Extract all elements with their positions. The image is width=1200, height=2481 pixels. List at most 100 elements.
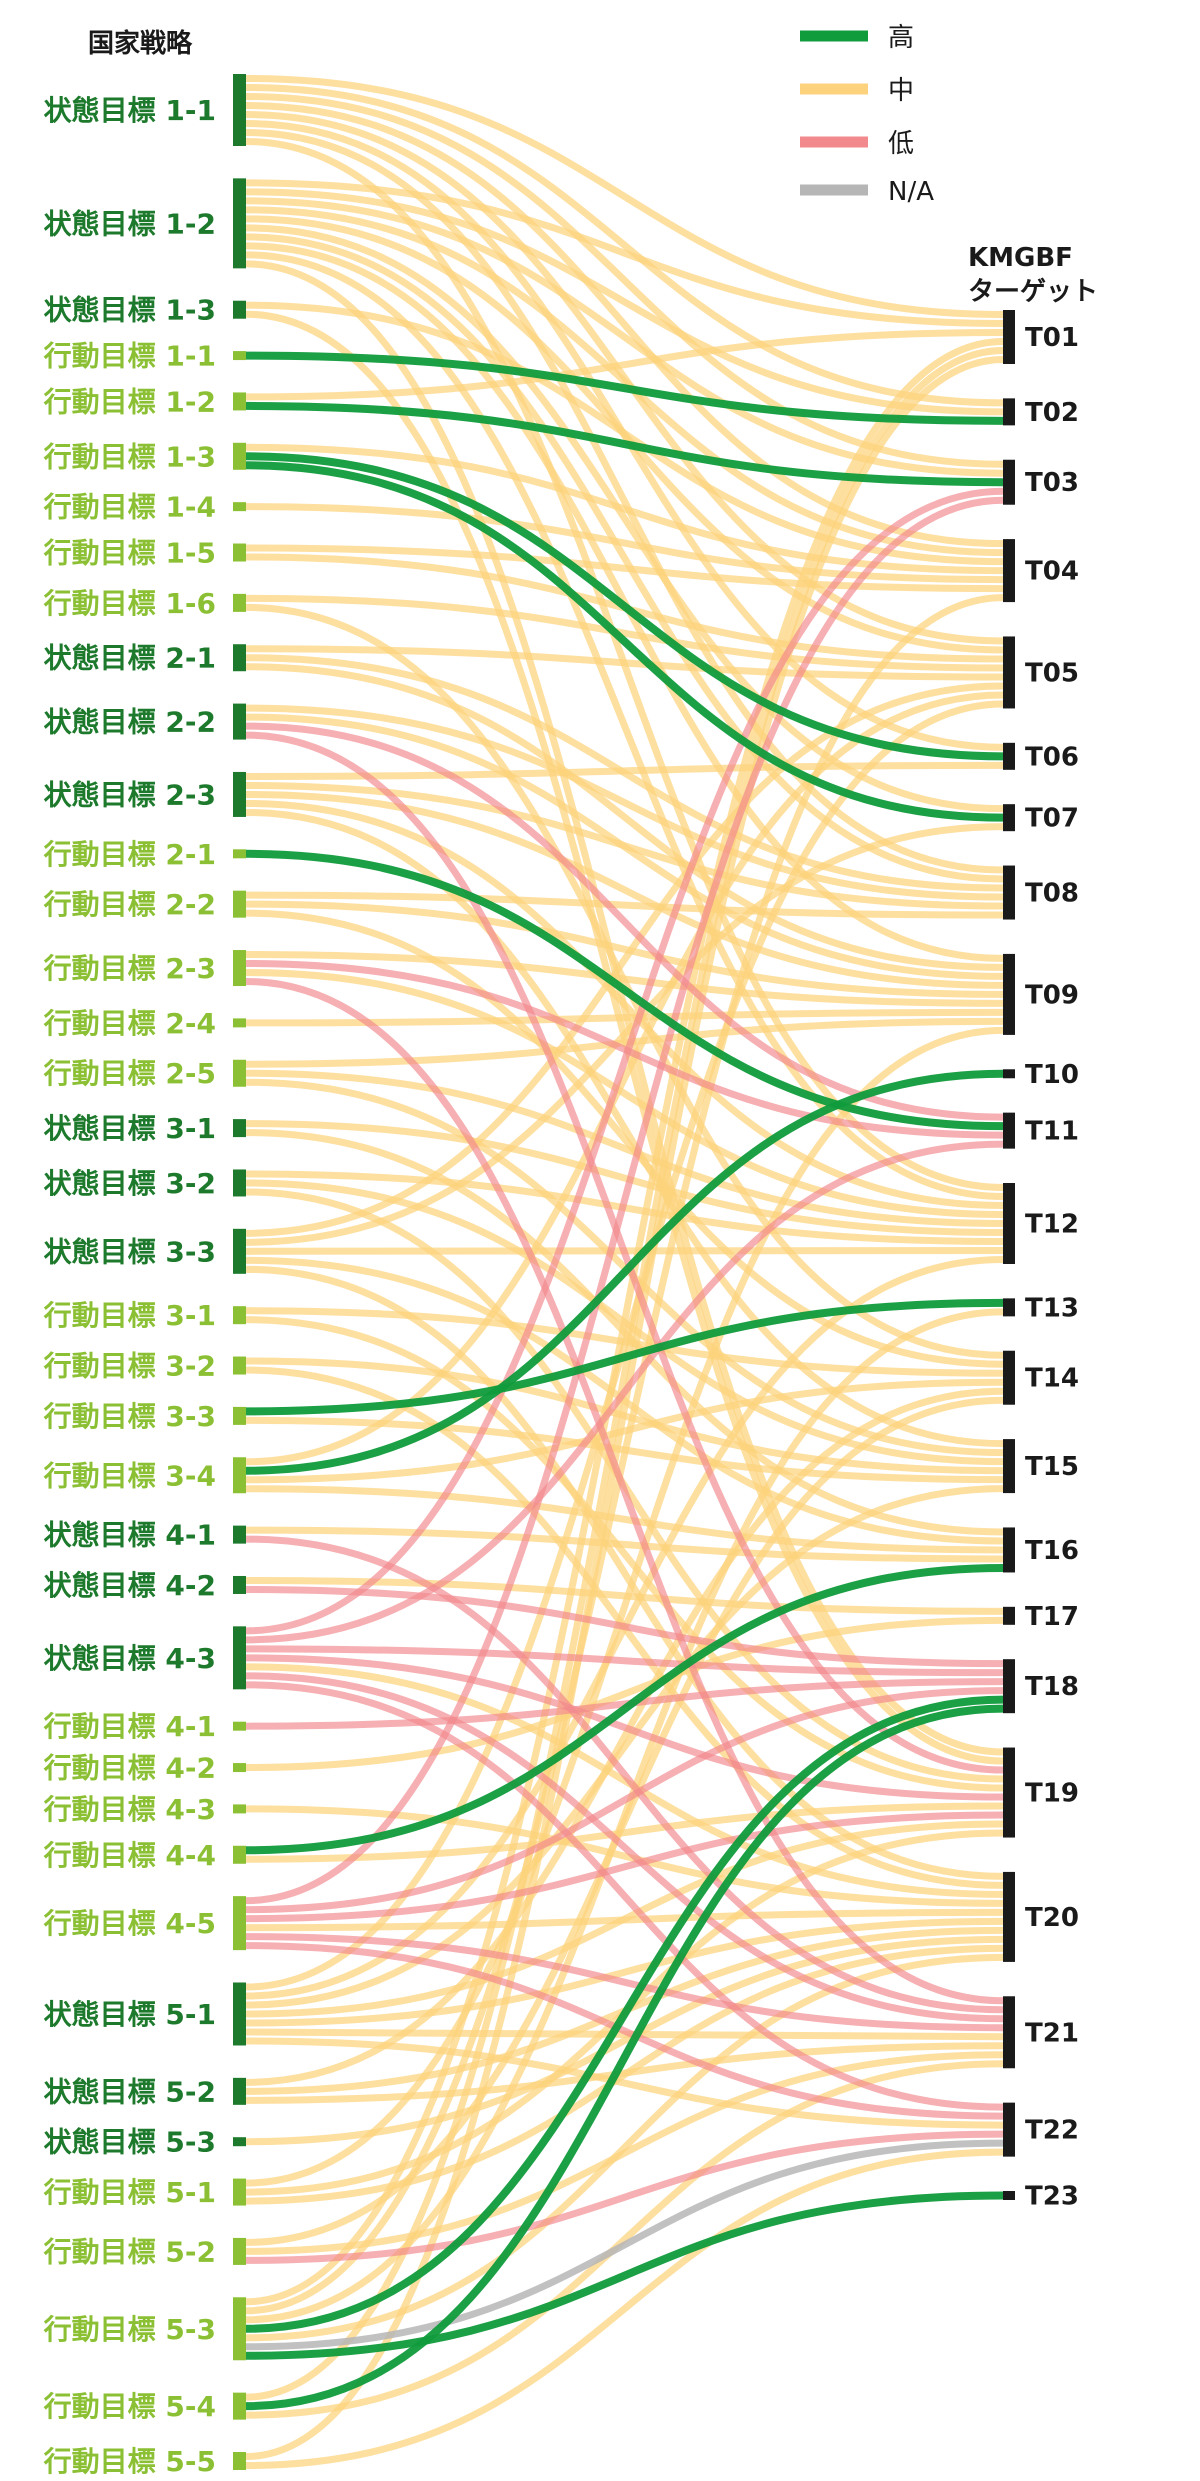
left-node-label-A2-5: 行動目標 2-5 [43,1057,216,1090]
left-node-label-A4-1: 行動目標 4-1 [43,1710,216,1743]
left-node-bar-S4-3 [233,1626,246,1690]
link-A1-3-T06-high [245,452,1004,761]
left-node-bar-A1-2 [233,392,246,411]
left-node-bar-A2-2 [233,890,246,918]
left-node-bar-S2-2 [233,703,246,740]
link-A5-3-T01-medium [245,338,1004,2306]
left-node-label-A5-1: 行動目標 5-1 [43,2176,216,2209]
left-node-bar-S3-3 [233,1228,246,1274]
link-A2-3-T09-medium [245,951,1004,1007]
left-node-label-A1-2: 行動目標 1-2 [43,385,216,418]
link-A2-1-T11-high [245,849,1004,1131]
link-S5-1-T05-medium [245,700,1004,1991]
right-node-label-T23: T23 [1025,2182,1079,2212]
left-node-bar-A3-2 [233,1356,246,1375]
left-node-bar-A1-3 [233,442,246,470]
right-node-bar-T21 [1003,1996,1015,2069]
link-A4-4-T16-high [245,1563,1004,1855]
link-S5-1-T19-medium [245,1820,1004,2018]
link-A1-3-T04-medium [245,443,1004,575]
right-node-label-T05: T05 [1025,658,1079,688]
left-node-label-A3-1: 行動目標 3-1 [43,1299,216,1332]
link-A5-3-T22-na [245,2139,1004,2351]
right-node-label-T12: T12 [1025,1210,1079,1240]
right-node-bar-T04 [1003,539,1015,603]
left-node-label-S3-3: 状態目標 3-3 [44,1235,216,1268]
right-node-label-T04: T04 [1025,557,1079,587]
left-node-label-A1-5: 行動目標 1-5 [43,537,216,570]
link-S2-1-T05-medium [245,645,1004,681]
left-node-label-A1-4: 行動目標 1-4 [43,491,216,524]
link-A3-3-T13-high [245,1298,1004,1416]
link-S4-3-T19-low [245,1654,1004,1801]
right-node-bar-T07 [1003,804,1015,832]
link-S4-3-T21-low [245,1672,1004,2023]
link-S5-1-T20-medium [245,1917,1004,2027]
link-A2-2-T14-medium [245,909,1004,1368]
left-node-label-A3-2: 行動目標 3-2 [43,1350,216,1383]
left-node-bar-S5-2 [233,2077,246,2105]
right-node-label-T21: T21 [1025,2018,1079,2048]
left-node-label-S2-2: 状態目標 2-2 [44,706,216,739]
link-A2-3-T21-low [245,978,1004,2005]
right-node-bar-T13 [1003,1298,1015,1317]
right-node-bar-T12 [1003,1183,1015,1264]
link-S2-3-T06-medium [245,761,1004,780]
link-S2-3-T12-medium [245,799,1004,1209]
left-node-label-A5-4: 行動目標 5-4 [43,2390,216,2423]
link-A1-2-T03-high [245,401,1004,487]
link-A5-5-T22-medium [245,2148,1004,2469]
left-node-label-A2-2: 行動目標 2-2 [43,888,216,921]
left-node-label-S3-2: 状態目標 3-2 [44,1167,216,1200]
left-node-label-S2-1: 状態目標 2-1 [44,642,216,675]
left-node-bar-A5-3 [233,2297,246,2361]
left-node-bar-A4-1 [233,1721,246,1731]
link-A3-4-T16-medium [245,1485,1004,1554]
left-node-label-A3-4: 行動目標 3-4 [43,1459,216,1492]
link-S5-1-T15-medium [245,1485,1004,2009]
right-node-label-T03: T03 [1025,468,1079,498]
link-S2-1-T09-medium [245,663,1004,971]
link-A4-5-T18-low [245,1687,1004,1914]
right-node-bar-T01 [1003,310,1015,364]
link-S1-2-T12-medium [245,251,1004,1200]
right-node-bar-T19 [1003,1747,1015,1838]
left-node-label-S1-3: 状態目標 1-3 [44,294,216,327]
link-S2-3-T09-medium [245,790,1004,989]
right-node-bar-T09 [1003,953,1015,1035]
link-S1-2-T01-medium [245,179,1004,327]
right-node-bar-T20 [1003,1871,1015,1962]
legend-high-label: 高 [888,23,914,53]
link-S4-2-T18-low [245,1585,1004,1668]
link-S1-1-T01-medium [245,75,1004,318]
link-S3-3-T05-medium [245,682,1004,1237]
left-node-bar-A1-1 [233,351,246,361]
left-node-label-S4-2: 状態目標 4-2 [44,1569,216,1602]
left-node-bar-S3-1 [233,1119,246,1138]
right-node-bar-T17 [1003,1606,1015,1625]
right-node-label-T08: T08 [1025,879,1079,909]
left-node-bar-A4-3 [233,1804,246,1814]
left-node-label-S1-2: 状態目標 1-2 [44,207,216,240]
link-A1-2-T01-medium [245,329,1004,401]
link-S1-1-T04-medium [245,102,1004,548]
link-A5-3-T04-medium [245,594,1004,2315]
link-A3-4-T10-high [245,1069,1004,1475]
link-S3-3-T07-medium [245,823,1004,1246]
link-A2-5-T12-medium [245,1069,1004,1227]
link-A5-2-T21-medium [245,2051,1004,2255]
link-S1-3-T04-medium [245,301,1004,566]
link-A4-5-T21-low [245,1933,1004,2032]
right-node-label-T13: T13 [1025,1293,1079,1323]
left-node-bar-A4-4 [233,1845,246,1864]
left-node-bar-A3-1 [233,1306,246,1325]
link-A5-3-T13-medium [245,1308,1004,2324]
link-A5-3-T23-high [245,2191,1004,2360]
left-node-bar-A1-4 [233,502,246,512]
right-node-bar-T15 [1003,1439,1015,1494]
links-layer [245,75,1004,2469]
right-node-label-T14: T14 [1025,1364,1079,1394]
link-A4-5-T22-low [245,1942,1004,2120]
link-S4-3-T18-low [245,1645,1004,1677]
left-node-label-A4-4: 行動目標 4-4 [43,1839,216,1872]
